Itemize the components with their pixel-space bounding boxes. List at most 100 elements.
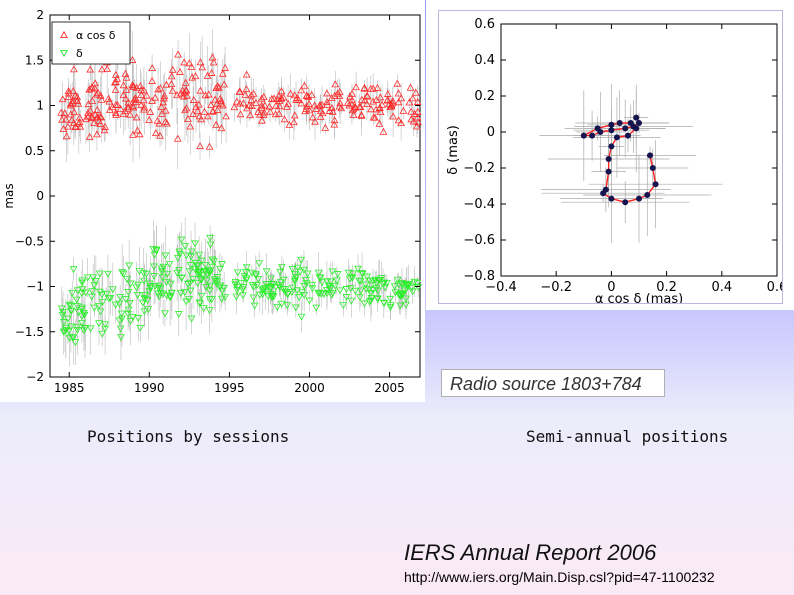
data-marker bbox=[358, 270, 367, 278]
data-marker bbox=[316, 101, 325, 109]
data-marker bbox=[374, 277, 383, 285]
data-marker bbox=[242, 70, 251, 78]
plot-area bbox=[49, 14, 421, 378]
x-tick-label: 1985 bbox=[54, 381, 85, 395]
data-marker bbox=[247, 101, 256, 109]
data-marker bbox=[236, 110, 245, 118]
data-marker bbox=[200, 107, 209, 115]
data-marker bbox=[233, 269, 242, 277]
data-marker bbox=[67, 116, 76, 124]
data-marker bbox=[161, 252, 170, 260]
data-marker bbox=[393, 276, 402, 284]
data-marker bbox=[94, 89, 102, 97]
data-marker bbox=[342, 286, 351, 294]
data-marker bbox=[312, 304, 321, 312]
data-marker bbox=[87, 112, 96, 120]
data-marker bbox=[302, 277, 310, 285]
data-marker bbox=[205, 142, 214, 150]
data-marker bbox=[148, 96, 156, 104]
data-marker bbox=[86, 106, 95, 114]
data-marker bbox=[112, 110, 120, 118]
data-marker bbox=[96, 308, 105, 316]
data-marker bbox=[276, 279, 285, 287]
data-marker bbox=[68, 290, 77, 298]
data-marker bbox=[158, 274, 167, 282]
series-delta-markers bbox=[57, 234, 423, 347]
data-marker bbox=[117, 310, 126, 318]
data-marker bbox=[86, 325, 95, 333]
data-marker bbox=[335, 92, 344, 100]
data-marker bbox=[162, 80, 171, 88]
data-marker bbox=[386, 295, 395, 303]
data-point bbox=[627, 120, 634, 126]
data-marker bbox=[90, 84, 99, 92]
y-tick-label: 2 bbox=[36, 8, 44, 22]
data-marker bbox=[220, 284, 229, 292]
data-marker bbox=[186, 262, 195, 270]
data-marker bbox=[186, 122, 195, 130]
data-marker bbox=[205, 269, 214, 277]
data-marker bbox=[185, 59, 194, 67]
data-marker bbox=[116, 293, 125, 301]
data-marker bbox=[218, 261, 226, 269]
data-marker bbox=[326, 284, 335, 292]
data-marker bbox=[130, 95, 139, 103]
data-marker bbox=[397, 279, 406, 287]
data-marker bbox=[297, 256, 306, 264]
data-marker bbox=[175, 267, 183, 275]
data-marker bbox=[77, 304, 86, 312]
data-marker bbox=[187, 248, 196, 256]
data-marker bbox=[376, 93, 385, 101]
data-marker bbox=[238, 286, 247, 294]
data-marker bbox=[352, 83, 360, 91]
data-marker bbox=[161, 310, 169, 318]
data-marker bbox=[200, 267, 209, 275]
data-marker bbox=[63, 315, 72, 323]
data-marker bbox=[73, 93, 82, 101]
data-marker bbox=[129, 314, 137, 322]
data-marker bbox=[70, 108, 79, 116]
data-marker bbox=[85, 85, 94, 93]
y-tick-label: 1 bbox=[36, 99, 44, 113]
data-marker bbox=[128, 55, 137, 63]
data-marker bbox=[177, 236, 186, 244]
data-marker bbox=[98, 330, 107, 338]
data-marker bbox=[81, 289, 90, 297]
data-marker bbox=[87, 84, 95, 92]
data-marker bbox=[218, 101, 227, 109]
data-marker bbox=[220, 80, 229, 88]
data-marker bbox=[382, 280, 391, 288]
data-marker bbox=[140, 277, 148, 285]
data-marker bbox=[186, 287, 195, 295]
data-marker bbox=[93, 105, 102, 113]
data-marker bbox=[242, 85, 251, 93]
data-marker bbox=[254, 275, 263, 283]
data-marker bbox=[181, 106, 189, 114]
data-marker bbox=[207, 101, 215, 109]
data-marker bbox=[354, 265, 362, 273]
data-marker bbox=[277, 264, 286, 272]
data-marker bbox=[154, 284, 163, 292]
data-marker bbox=[337, 104, 346, 112]
data-marker bbox=[139, 270, 148, 278]
data-marker bbox=[323, 89, 331, 97]
data-marker bbox=[163, 119, 171, 127]
data-marker bbox=[332, 277, 341, 285]
data-marker bbox=[221, 294, 230, 302]
data-marker bbox=[88, 288, 97, 296]
data-marker bbox=[198, 63, 207, 71]
data-marker bbox=[181, 243, 190, 251]
data-marker bbox=[305, 297, 314, 305]
data-marker bbox=[207, 296, 216, 304]
data-marker bbox=[102, 290, 111, 298]
data-marker bbox=[67, 302, 75, 310]
data-marker bbox=[394, 98, 403, 106]
data-marker bbox=[242, 264, 251, 272]
data-marker bbox=[349, 111, 358, 119]
data-marker bbox=[113, 101, 122, 108]
data-marker bbox=[168, 86, 177, 94]
data-marker bbox=[373, 83, 382, 91]
data-marker bbox=[243, 104, 251, 112]
data-marker bbox=[62, 327, 70, 335]
data-marker bbox=[381, 284, 389, 292]
